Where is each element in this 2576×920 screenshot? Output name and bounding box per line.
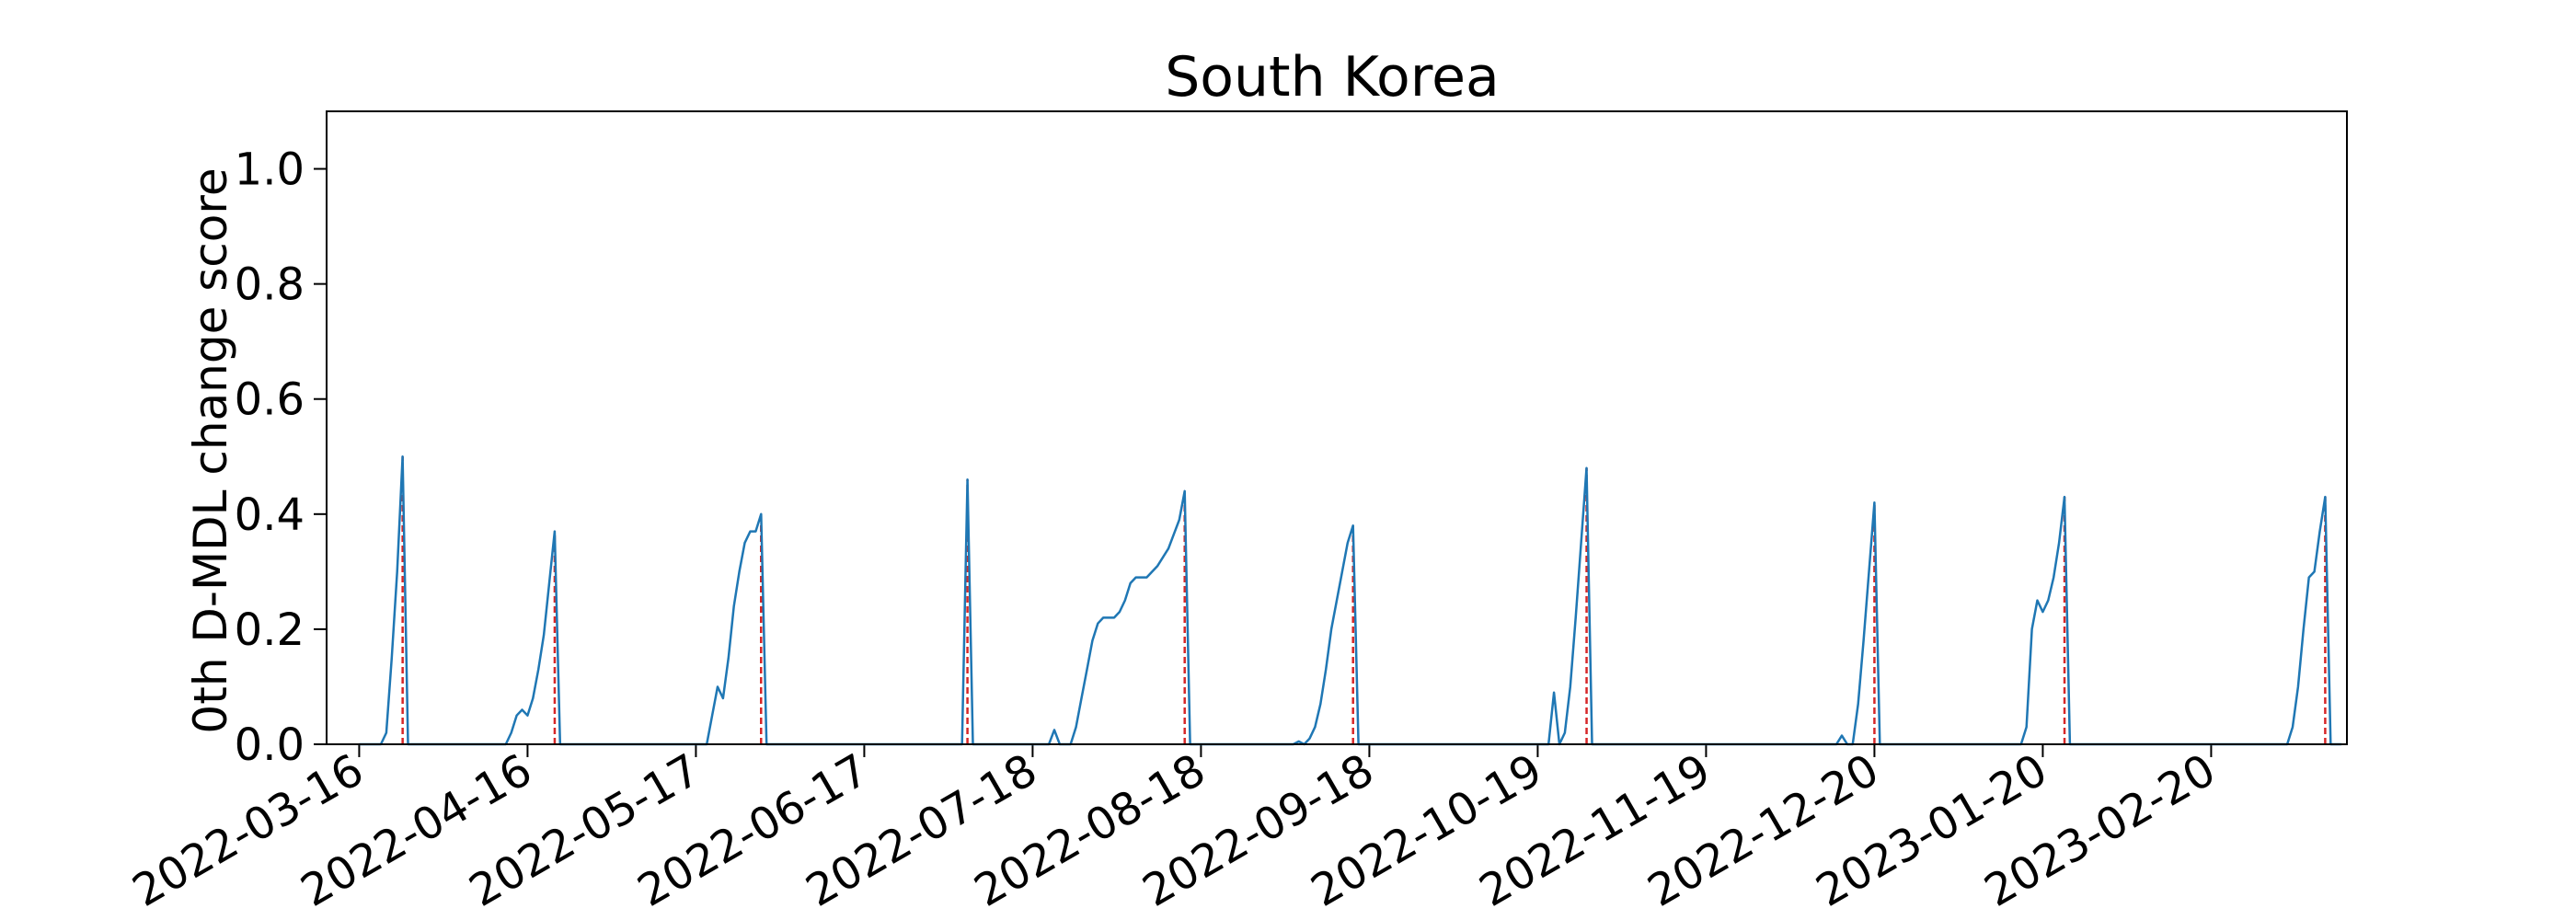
y-tick-label: 0.2 — [235, 604, 305, 656]
plot-area-frame — [326, 110, 2348, 745]
y-tick-label: 0.6 — [235, 374, 305, 426]
y-tick-label: 0.8 — [235, 259, 305, 311]
y-tick-label: 0.4 — [235, 489, 305, 541]
y-axis-label: 0th D-MDL change score — [184, 167, 237, 733]
chart-title: South Korea — [1165, 45, 1500, 109]
y-tick-label: 1.0 — [235, 144, 305, 196]
y-tick-label: 0.0 — [235, 719, 305, 771]
